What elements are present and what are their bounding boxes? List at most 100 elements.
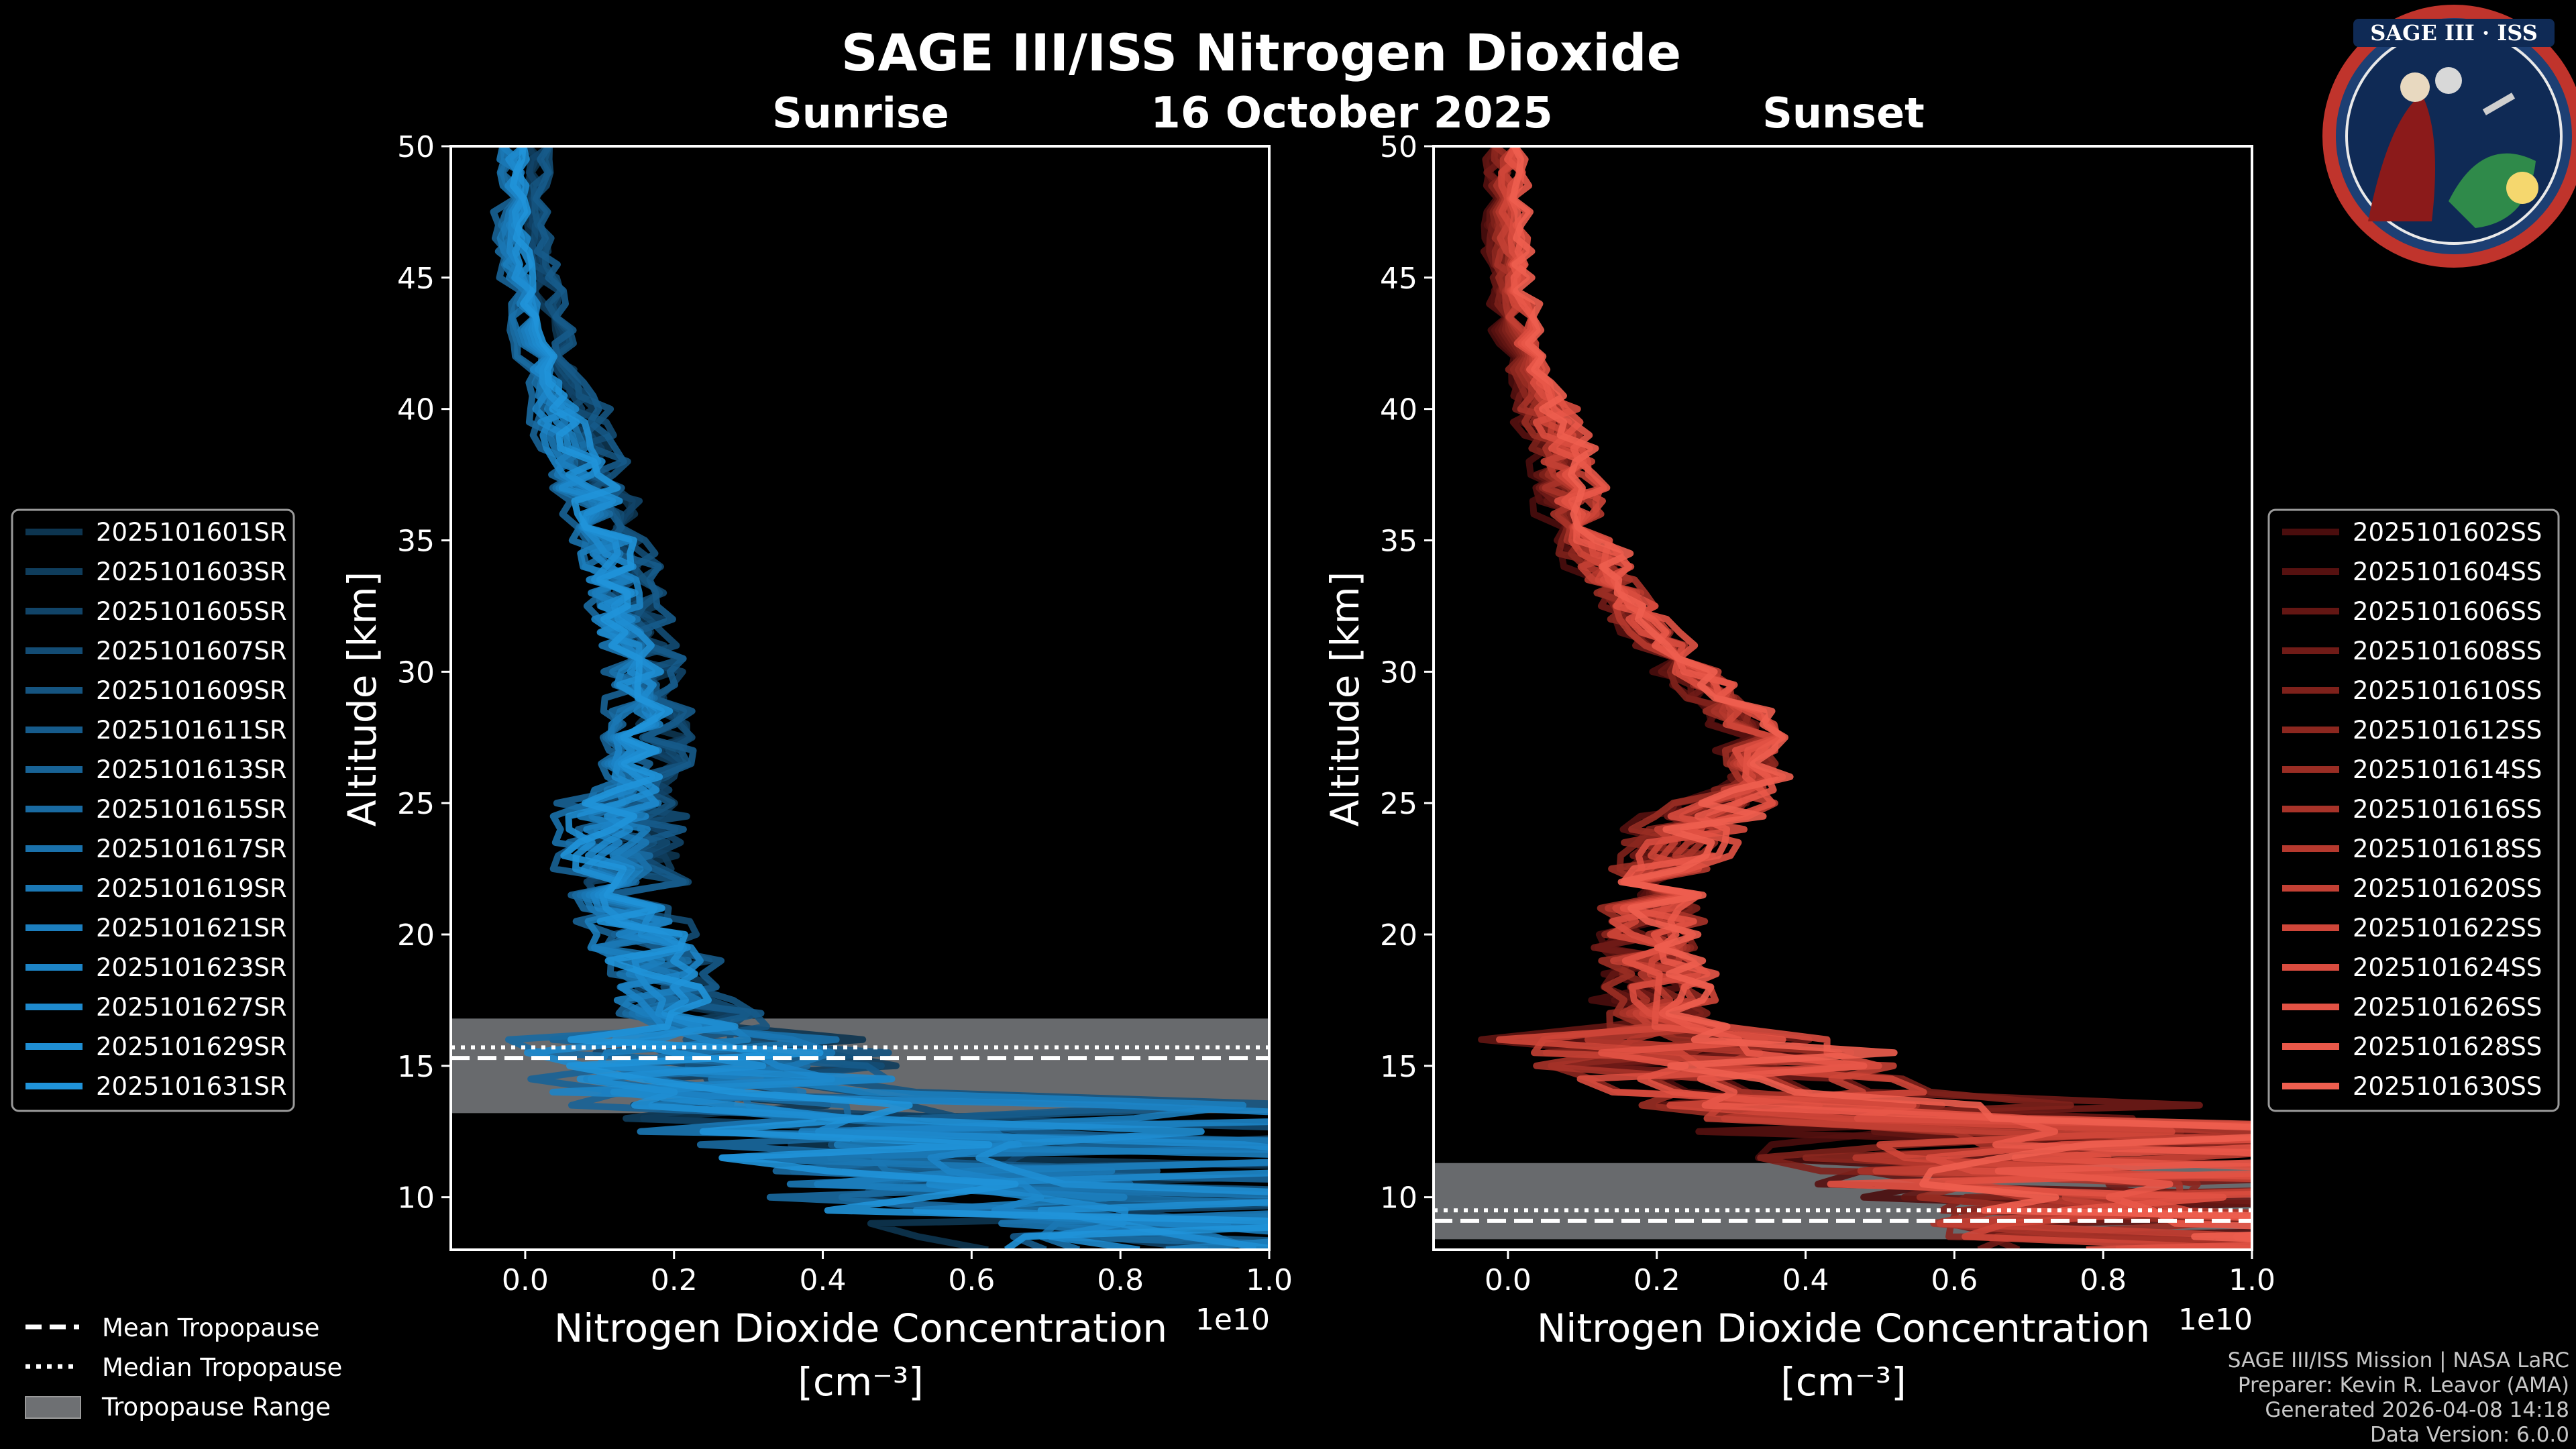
- sunset-legend-label: 2025101602SS: [2353, 518, 2542, 547]
- sunset-y-tick-label: 15: [1380, 1050, 1417, 1084]
- logo-iss-icon: [2482, 93, 2516, 115]
- sunset-panel: Sunset 0.0 0.2 0.4 0.6 0.8 1.0 10 15 20 25 30 35 40 4…: [1322, 89, 2275, 1405]
- sunrise-x-axis-unit: [cm⁻³]: [798, 1359, 924, 1405]
- sunset-legend-label: 2025101618SS: [2353, 835, 2542, 863]
- sunset-y-tick-label: 20: [1380, 918, 1417, 953]
- sunrise-legend-label: 2025101621SR: [96, 914, 287, 943]
- sunrise-x-scale-label: 1e10: [1195, 1303, 1270, 1337]
- sunset-legend-label: 2025101614SS: [2353, 755, 2542, 784]
- sunrise-legend-label: 2025101607SR: [96, 637, 287, 665]
- sunset-legend-label: 2025101610SS: [2353, 676, 2542, 705]
- sunrise-x-tick-label: 0.4: [800, 1263, 847, 1297]
- sunrise-legend-frame: [11, 508, 295, 1112]
- sunset-x-axis-unit: [cm⁻³]: [1780, 1359, 1907, 1405]
- tropopause-range-label: Tropopause Range: [101, 1393, 331, 1421]
- tropopause-legend: Mean Tropopause Median Tropopause Tropop…: [25, 1313, 342, 1421]
- sunset-y-axis-label: Altitude [km]: [1322, 572, 1368, 826]
- sunset-legend-label: 2025101628SS: [2353, 1032, 2542, 1061]
- sunset-profile-2025101630SS: [1509, 146, 2252, 1242]
- sunset-y-tick-label: 50: [1380, 130, 1417, 164]
- logo-sun-icon: [2506, 172, 2538, 204]
- sunset-x-tick-label: 0.0: [1485, 1263, 1532, 1297]
- sunset-legend-label: 2025101608SS: [2353, 637, 2542, 665]
- sunrise-legend-label: 2025101601SR: [96, 518, 287, 547]
- sunset-legend-label: 2025101624SS: [2353, 953, 2542, 982]
- sunrise-y-axis-label: Altitude [km]: [339, 572, 385, 826]
- sunset-legend-label: 2025101612SS: [2353, 716, 2542, 745]
- credit-generated: Generated 2026-04-08 14:18: [2265, 1398, 2569, 1422]
- sunrise-legend-label: 2025101605SR: [96, 597, 287, 626]
- sunset-x-tick-label: 0.2: [1633, 1263, 1680, 1297]
- sunrise-y-tick-label: 20: [397, 918, 435, 953]
- sunset-legend-label: 2025101622SS: [2353, 914, 2542, 943]
- sunrise-legend: 2025101601SR 2025101603SR 2025101605SR 2025…: [11, 508, 295, 1112]
- sunset-legend-frame: [2267, 508, 2560, 1112]
- sunrise-legend-label: 2025101603SR: [96, 557, 287, 586]
- sunset-y-tick-label: 45: [1380, 262, 1417, 296]
- logo-text: SAGE III · ISS: [2370, 20, 2538, 46]
- sunrise-legend-label: 2025101611SR: [96, 716, 287, 745]
- sunset-legend-label: 2025101604SS: [2353, 557, 2542, 586]
- credit-data-version: Data Version: 6.0.0: [2370, 1423, 2569, 1447]
- sunrise-y-tick-label: 10: [397, 1181, 435, 1216]
- sunset-y-tick-label: 40: [1380, 393, 1417, 427]
- sunset-x-tick-label: 0.6: [1931, 1263, 1978, 1297]
- sunrise-legend-label: 2025101609SR: [96, 676, 287, 705]
- logo-figure-icon: [2368, 94, 2435, 221]
- logo-head-icon: [2400, 72, 2430, 102]
- sunset-legend-label: 2025101616SS: [2353, 795, 2542, 824]
- sunset-x-scale-label: 1e10: [2178, 1303, 2253, 1337]
- sunset-y-tick-label: 25: [1380, 787, 1417, 821]
- sunrise-x-tick-label: 0.2: [651, 1263, 698, 1297]
- sunset-legend: 2025101602SS 2025101604SS 2025101606SS 2025…: [2267, 508, 2560, 1112]
- sunset-x-axis-label: Nitrogen Dioxide Concentration: [1537, 1305, 2150, 1351]
- median-tropopause-label: Median Tropopause: [102, 1353, 342, 1382]
- credit-preparer: Preparer: Kevin R. Leavor (AMA): [2238, 1373, 2569, 1397]
- sunset-axes-frame: [1432, 145, 2253, 1251]
- figure-title: SAGE III/ISS Nitrogen Dioxide: [841, 23, 1681, 83]
- sunset-plot-content: [1434, 146, 2252, 1250]
- sunrise-y-tick-label: 15: [397, 1050, 435, 1084]
- sunrise-profile-2025101631SR: [509, 146, 1269, 1250]
- sunrise-plot-area: 0.0 0.2 0.4 0.6 0.8 1.0 10 15 20 25 30 35 40 45 50: [397, 130, 1293, 1297]
- sunrise-y-tick-label: 25: [397, 787, 435, 821]
- sunrise-legend-label: 2025101617SR: [96, 835, 287, 863]
- sunrise-x-tick-label: 0.8: [1097, 1263, 1144, 1297]
- sunrise-y-tick-label: 30: [397, 655, 435, 690]
- mean-tropopause-label: Mean Tropopause: [102, 1313, 320, 1342]
- sunset-legend-label: 2025101630SS: [2353, 1072, 2542, 1101]
- sunset-y-tick-label: 35: [1380, 525, 1417, 559]
- sunset-x-tick-label: 0.4: [1782, 1263, 1829, 1297]
- sunset-plot-area: 0.0 0.2 0.4 0.6 0.8 1.0 10 15 20 25 30 35 40 45 50: [1380, 130, 2275, 1297]
- sunrise-legend-label: 2025101615SR: [96, 795, 287, 824]
- figure-date: 16 October 2025: [1150, 89, 1552, 138]
- sunrise-y-tick-label: 35: [397, 525, 435, 559]
- sunrise-legend-label: 2025101629SR: [96, 1032, 287, 1061]
- sunrise-x-tick-label: 1.0: [1246, 1263, 1293, 1297]
- sunrise-y-tick-label: 45: [397, 262, 435, 296]
- credits: SAGE III/ISS Mission | NASA LaRC Prepare…: [2228, 1348, 2569, 1447]
- logo-moon-icon: [2435, 67, 2462, 94]
- sunset-panel-title: Sunset: [1762, 89, 1925, 138]
- sunrise-legend-label: 2025101627SR: [96, 993, 287, 1022]
- sunrise-y-tick-label: 40: [397, 393, 435, 427]
- sunrise-x-tick-label: 0.0: [502, 1263, 549, 1297]
- sunset-legend-label: 2025101620SS: [2353, 874, 2542, 903]
- sunrise-panel-title: Sunrise: [772, 89, 949, 138]
- sunset-y-tick-label: 10: [1380, 1181, 1417, 1216]
- credit-mission: SAGE III/ISS Mission | NASA LaRC: [2228, 1348, 2569, 1373]
- sunset-x-tick-label: 1.0: [2229, 1263, 2275, 1297]
- tropopause-range-swatch: [25, 1396, 81, 1419]
- sunrise-x-axis-label: Nitrogen Dioxide Concentration: [554, 1305, 1167, 1351]
- sunset-legend-label: 2025101626SS: [2353, 993, 2542, 1022]
- sunrise-y-tick-label: 50: [397, 130, 435, 164]
- sunset-y-tick-label: 30: [1380, 655, 1417, 690]
- sunrise-panel: Sunrise 0.0 0.2 0.4 0.6 0.8 1.0 10 15 20 25 30 35 40…: [339, 89, 1293, 1405]
- sunset-x-tick-label: 0.8: [2080, 1263, 2127, 1297]
- logo-banner: [2353, 19, 2555, 47]
- sunrise-legend-label: 2025101623SR: [96, 953, 287, 982]
- sunset-legend-label: 2025101606SS: [2353, 597, 2542, 626]
- logo-earth-icon: [2449, 153, 2536, 228]
- sunrise-x-tick-label: 0.6: [948, 1263, 995, 1297]
